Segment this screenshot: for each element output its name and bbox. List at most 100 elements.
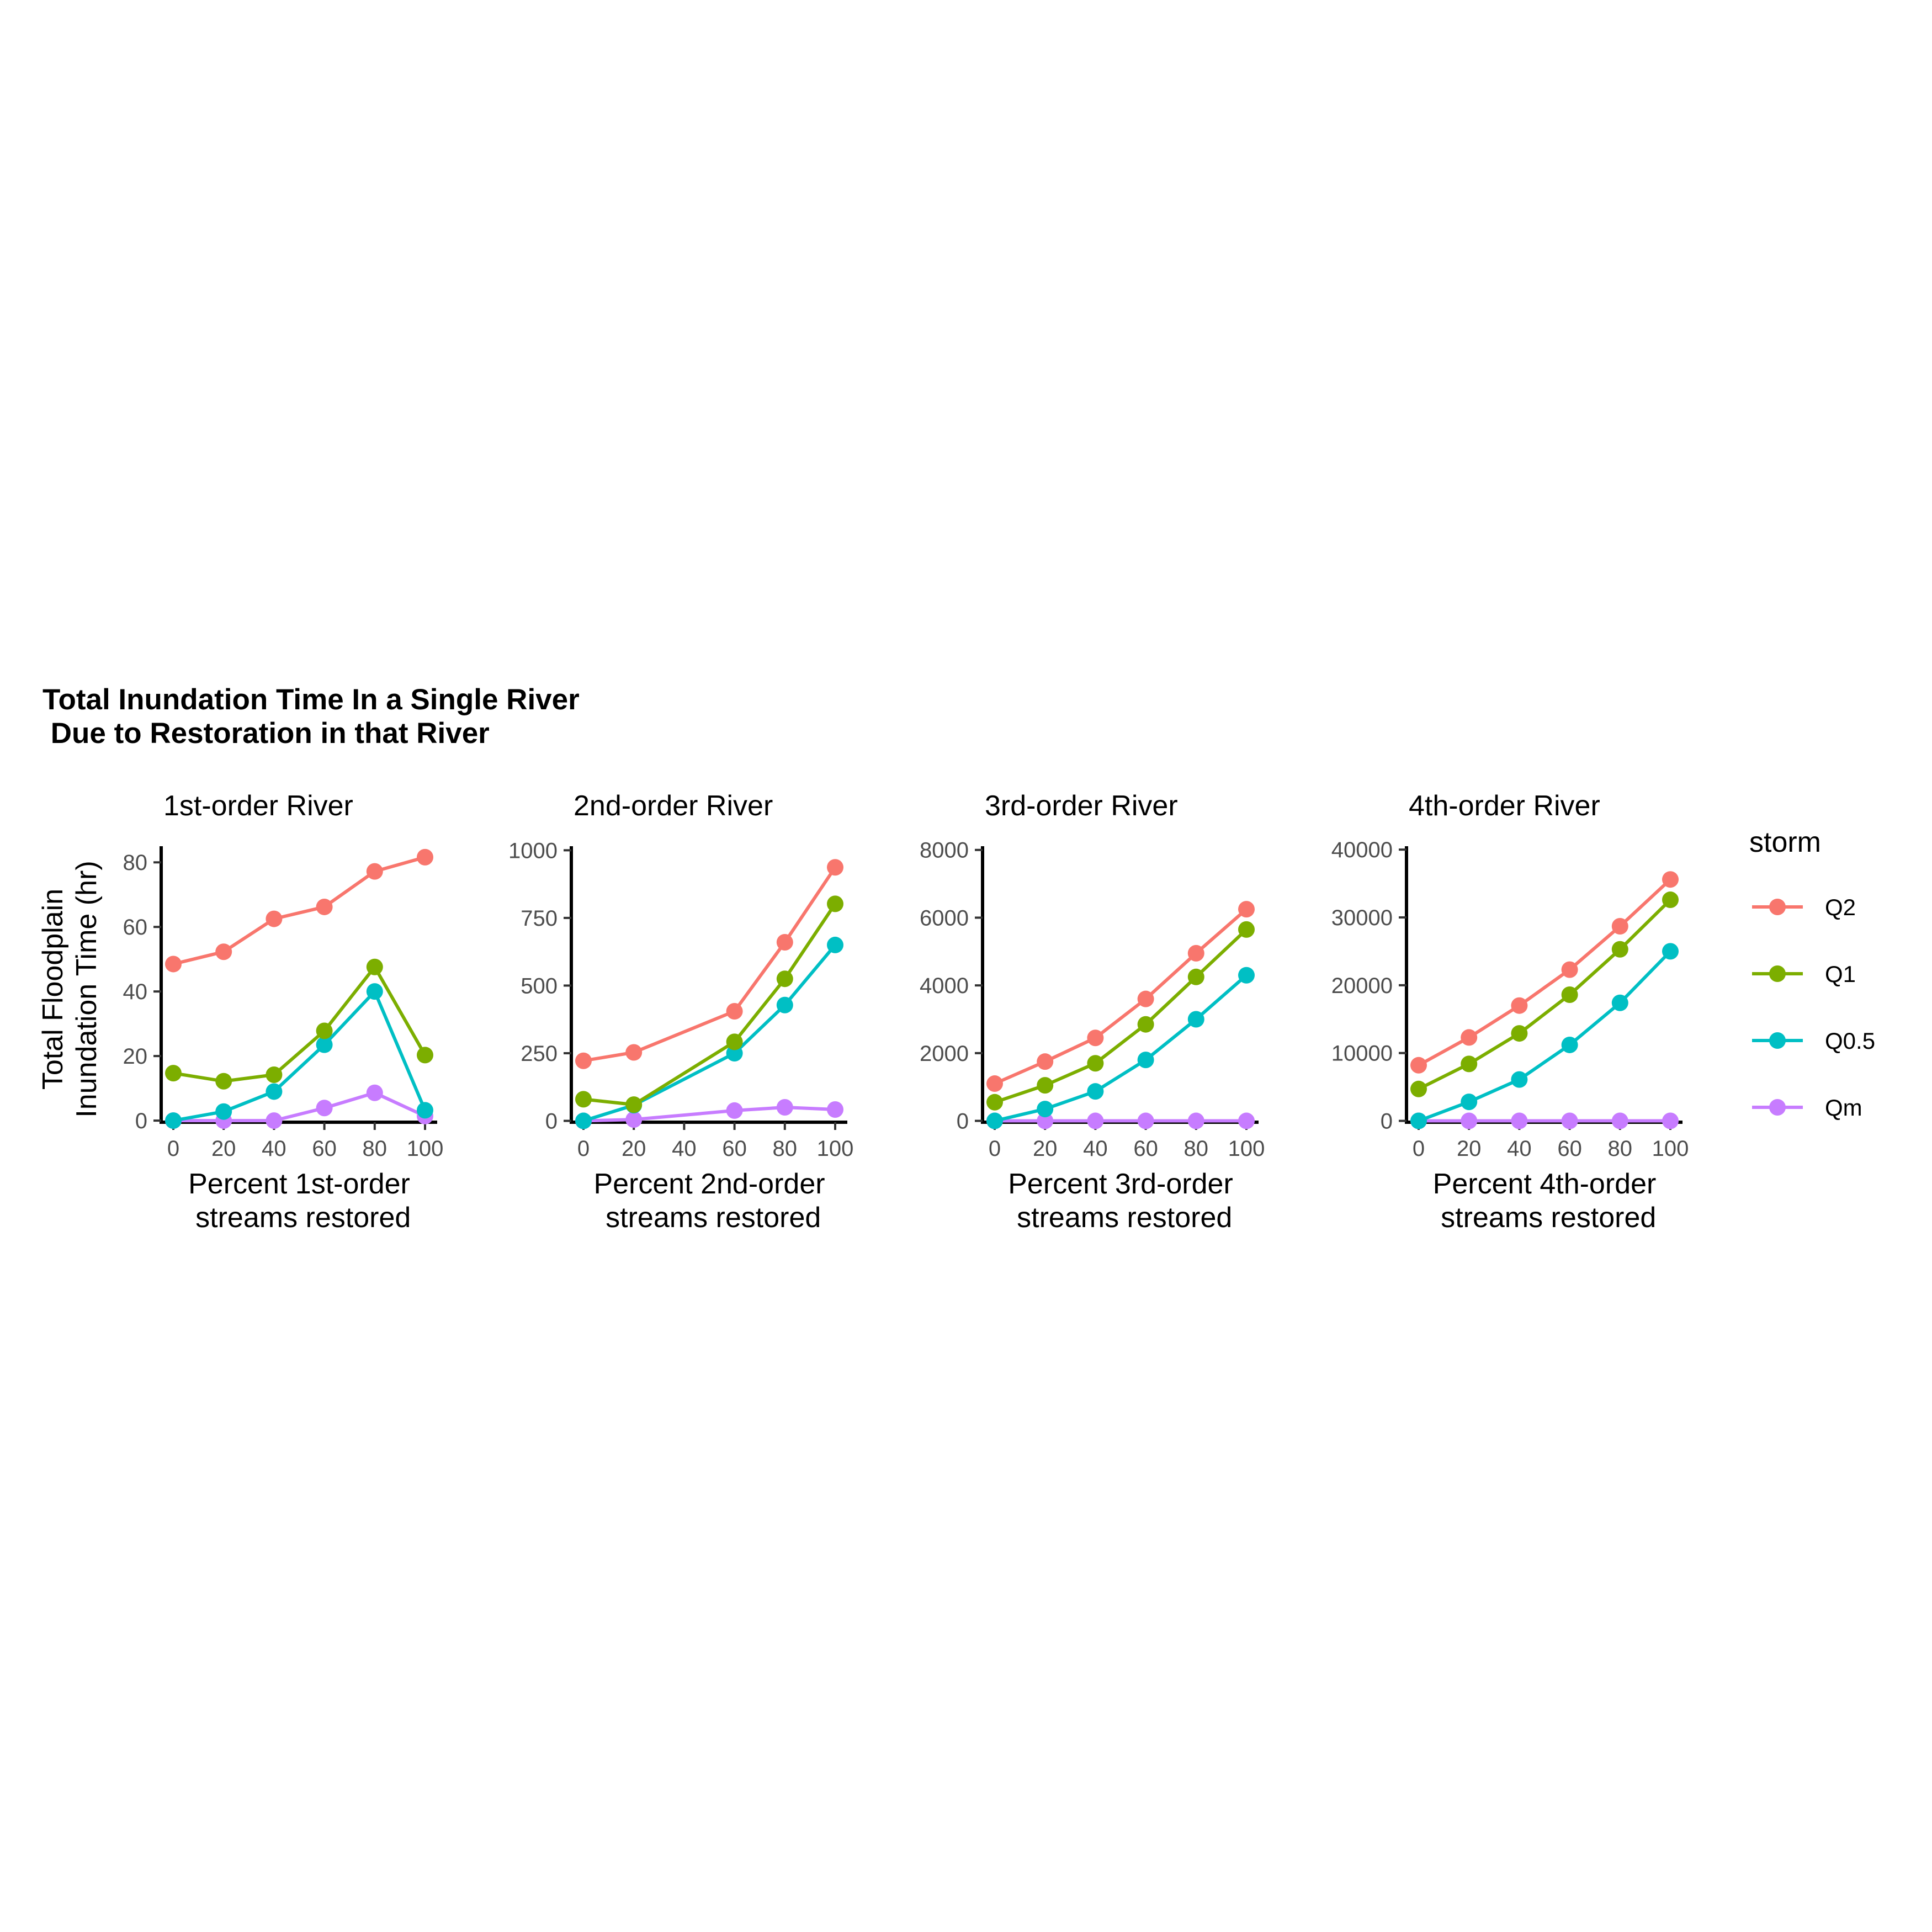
panel-title: 3rd-order River <box>985 790 1178 822</box>
y-tick-label: 8000 <box>920 838 969 863</box>
data-point-Qm <box>776 1099 793 1116</box>
x-axis-label-line-1: Percent 2nd-order <box>593 1168 825 1200</box>
data-point-Q1 <box>625 1096 643 1113</box>
x-tick-label: 80 <box>1608 1137 1633 1161</box>
x-axis-label-line-1: Percent 4th-order <box>1433 1168 1657 1200</box>
panel-2: 2nd-order River 0 250 500 750 1000 0 20 40 60 80 10… <box>508 790 853 1234</box>
data-point-Q2 <box>1662 871 1679 888</box>
legend-key-point <box>1769 1032 1786 1049</box>
data-point-Q2 <box>1087 1029 1104 1047</box>
x-tick-label: 60 <box>1133 1137 1158 1161</box>
y-axis-label-line-1: Total Floodplain <box>37 889 69 1090</box>
y-tick-label: 750 <box>521 906 558 931</box>
y-tick-label: 6000 <box>920 906 969 930</box>
y-tick-label: 10000 <box>1331 1042 1393 1066</box>
series-line-Q0.5 <box>994 974 1248 1123</box>
data-point-Q0.5 <box>1662 943 1679 960</box>
data-point-Q2 <box>1611 917 1628 935</box>
x-tick-label: 100 <box>407 1137 444 1161</box>
y-tick-label: 20000 <box>1331 974 1393 998</box>
y-tick-label: 0 <box>135 1109 147 1133</box>
y-tick-label: 40 <box>123 980 148 1004</box>
data-point-Qm <box>1187 1112 1204 1129</box>
data-point-Q1 <box>726 1033 743 1050</box>
data-point-Q1 <box>1137 1016 1154 1033</box>
data-point-Q1 <box>1037 1077 1054 1094</box>
data-point-Q1 <box>215 1073 232 1090</box>
x-tick-label: 20 <box>622 1137 646 1161</box>
x-tick-label: 80 <box>363 1137 388 1161</box>
data-point-Q0.5 <box>1561 1036 1578 1053</box>
x-tick-label: 0 <box>989 1137 1001 1161</box>
x-tick-label: 20 <box>1033 1137 1058 1161</box>
chart-title-line-1: Total Inundation Time In a Single River <box>43 683 580 716</box>
series-line-Q1 <box>1418 898 1672 1091</box>
y-tick-label: 20 <box>123 1044 148 1069</box>
data-point-Qm <box>1611 1112 1628 1129</box>
x-tick-label: 0 <box>1413 1137 1425 1161</box>
y-tick-label: 0 <box>1381 1110 1393 1134</box>
series-line-Q0.5 <box>173 990 427 1123</box>
series-line-Q2 <box>173 855 426 966</box>
data-point-Q0.5 <box>1187 1011 1204 1028</box>
x-tick-label: 100 <box>817 1137 854 1161</box>
y-tick-label: 30000 <box>1331 906 1393 930</box>
chart-title-line-2: Due to Restoration in that River <box>43 717 490 750</box>
data-point-Q1 <box>1561 986 1578 1004</box>
x-tick-label: 0 <box>577 1137 590 1161</box>
data-point-Q0.5 <box>827 936 843 953</box>
panel-title: 2nd-order River <box>574 790 773 822</box>
x-axis-label-line-2: streams restored <box>1009 1202 1233 1234</box>
y-tick-label: 2000 <box>920 1042 969 1066</box>
data-point-Q1 <box>1238 921 1255 938</box>
data-point-Q0.5 <box>986 1112 1003 1129</box>
data-point-Q0.5 <box>1611 994 1628 1011</box>
facet-panels: 1st-order River 0 20 40 60 80 0 20 40 60 80 100 Perc… <box>123 790 1689 1234</box>
legend-title: storm <box>1749 826 1821 858</box>
series-line-Q1 <box>994 928 1248 1104</box>
panel-title: 4th-order River <box>1409 790 1600 822</box>
legend: storm Q2 Q1 Q0.5 Qm <box>1749 826 1875 1121</box>
data-point-Qm <box>1037 1112 1054 1129</box>
x-tick-label: 60 <box>722 1137 747 1161</box>
data-point-Q2 <box>316 898 333 915</box>
y-tick-label: 0 <box>957 1110 969 1134</box>
y-tick-label: 80 <box>123 851 148 875</box>
x-tick-label: 80 <box>773 1137 798 1161</box>
y-tick-label: 250 <box>521 1042 558 1066</box>
data-point-Qm <box>625 1111 643 1128</box>
data-point-Q1 <box>1611 941 1628 958</box>
data-point-Q2 <box>1238 901 1255 918</box>
data-point-Q2 <box>1137 990 1154 1007</box>
legend-item-Q0.5: Q0.5 <box>1752 1028 1875 1054</box>
panel-4: 4th-order River 0 10000 20000 30000 40000 0 20 4… <box>1331 790 1689 1234</box>
data-point-Q0.5 <box>1137 1052 1154 1069</box>
data-point-Q2 <box>1037 1053 1054 1070</box>
x-axis-label-line-2: streams restored <box>1433 1202 1657 1234</box>
data-point-Qm <box>366 1084 383 1101</box>
x-axis-label-line-2: streams restored <box>188 1202 411 1234</box>
data-point-Q0.5 <box>1238 967 1255 984</box>
data-point-Q1 <box>1087 1055 1104 1072</box>
series-line-Q1 <box>173 965 427 1083</box>
data-point-Qm <box>266 1112 283 1129</box>
x-tick-label: 40 <box>672 1137 697 1161</box>
series-line-Q2 <box>994 907 1248 1085</box>
data-point-Qm <box>316 1100 333 1117</box>
data-point-Q0.5 <box>1461 1094 1478 1111</box>
data-point-Qm <box>827 1101 843 1118</box>
x-tick-label: 20 <box>211 1137 236 1161</box>
data-point-Qm <box>1662 1112 1679 1129</box>
data-point-Q1 <box>986 1094 1003 1111</box>
legend-key-point <box>1769 1099 1786 1116</box>
data-point-Q2 <box>165 956 182 973</box>
x-tick-label: 80 <box>1184 1137 1209 1161</box>
data-point-Q0.5 <box>266 1083 283 1100</box>
x-tick-label: 40 <box>1083 1137 1108 1161</box>
data-point-Q1 <box>316 1022 333 1039</box>
legend-key-point <box>1769 965 1786 982</box>
panel-3: 3rd-order River 0 2000 4000 6000 8000 0 20 40 60 8… <box>920 790 1265 1234</box>
legend-key-point <box>1769 899 1786 915</box>
